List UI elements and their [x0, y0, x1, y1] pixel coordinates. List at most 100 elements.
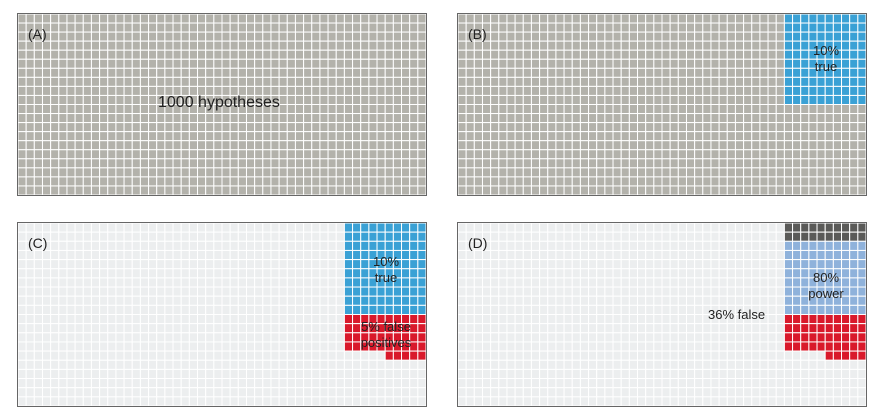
hypothesis-cell — [653, 378, 663, 389]
hypothesis-cell — [759, 259, 769, 270]
hypothesis-cell — [262, 67, 272, 78]
hypothesis-cell — [832, 359, 843, 370]
hypothesis-cell — [327, 22, 337, 33]
hypothesis-cell — [311, 378, 321, 389]
hypothesis-cell — [669, 378, 679, 389]
hypothesis-cell — [409, 22, 419, 33]
hypothesis-cell — [857, 240, 866, 251]
hypothesis-cell — [360, 387, 370, 398]
hypothesis-cell — [205, 277, 215, 288]
hypothesis-cell — [604, 378, 614, 389]
hypothesis-cell — [677, 76, 687, 87]
hypothesis-cell — [645, 131, 655, 142]
hypothesis-cell — [262, 295, 272, 306]
hypothesis-cell — [841, 22, 851, 33]
hypothesis-cell — [857, 104, 866, 115]
hypothesis-cell — [857, 341, 866, 352]
hypothesis-cell — [156, 158, 166, 169]
hypothesis-cell — [800, 332, 810, 343]
hypothesis-cell — [702, 22, 712, 33]
hypothesis-cell — [417, 104, 426, 115]
hypothesis-cell — [229, 249, 239, 261]
hypothesis-cell — [90, 176, 101, 187]
hypothesis-cell — [816, 94, 826, 105]
hypothesis-cell — [604, 231, 614, 242]
hypothesis-cell — [759, 31, 769, 42]
hypothesis-cell — [604, 323, 614, 334]
hypothesis-cell — [555, 67, 565, 78]
hypothesis-cell — [783, 104, 794, 115]
hypothesis-cell — [783, 314, 794, 325]
hypothesis-cell — [539, 76, 549, 87]
hypothesis-cell — [628, 149, 639, 160]
hypothesis-cell — [645, 359, 655, 370]
hypothesis-cell — [465, 350, 475, 361]
hypothesis-cell — [327, 149, 337, 160]
hypothesis-cell — [726, 323, 736, 334]
hypothesis-cell — [685, 76, 696, 87]
hypothesis-cell — [50, 158, 60, 169]
hypothesis-cell — [123, 113, 133, 124]
hypothesis-cell — [245, 277, 256, 288]
hypothesis-cell — [123, 40, 133, 51]
hypothesis-cell — [481, 94, 492, 105]
hypothesis-cell — [25, 350, 35, 361]
hypothesis-cell — [33, 58, 43, 69]
hypothesis-cell — [637, 140, 647, 151]
hypothesis-cell — [808, 104, 818, 115]
hypothesis-cell — [555, 387, 565, 398]
hypothesis-cell — [473, 40, 483, 51]
hypothesis-cell — [800, 323, 810, 334]
hypothesis-cell — [620, 286, 630, 297]
hypothesis-cell — [164, 314, 174, 325]
hypothesis-cell — [327, 304, 337, 315]
hypothesis-cell — [99, 378, 109, 389]
hypothesis-cell — [237, 158, 247, 169]
hypothesis-cell — [131, 185, 141, 195]
hypothesis-cell — [694, 323, 704, 334]
hypothesis-cell — [392, 94, 403, 105]
hypothesis-cell — [612, 231, 622, 242]
hypothesis-cell — [841, 332, 851, 343]
hypothesis-cell — [653, 350, 663, 361]
hypothesis-cell — [702, 231, 712, 242]
hypothesis-cell — [490, 94, 500, 105]
hypothesis-cell — [808, 14, 818, 24]
hypothesis-cell — [458, 122, 467, 133]
hypothesis-cell — [702, 122, 712, 133]
hypothesis-cell — [286, 67, 296, 78]
hypothesis-cell — [90, 286, 101, 297]
hypothesis-cell — [188, 223, 199, 233]
hypothesis-cell — [335, 277, 345, 288]
hypothesis-cell — [237, 359, 247, 370]
hypothesis-cell — [498, 314, 508, 325]
hypothesis-cell — [66, 304, 76, 315]
hypothesis-cell — [41, 76, 52, 87]
hypothesis-cell — [612, 286, 622, 297]
hypothesis-cell — [734, 85, 745, 96]
hypothesis-cell — [775, 185, 785, 195]
hypothesis-cell — [245, 286, 256, 297]
hypothesis-cell — [237, 223, 247, 233]
hypothesis-cell — [832, 14, 843, 24]
hypothesis-cell — [123, 341, 133, 352]
hypothesis-cell — [82, 350, 92, 361]
hypothesis-cell — [481, 104, 492, 115]
hypothesis-cell — [563, 249, 573, 261]
hypothesis-cell — [360, 368, 370, 380]
hypothesis-cell — [66, 22, 76, 33]
hypothesis-cell — [229, 314, 239, 325]
hypothesis-cell — [327, 341, 337, 352]
hypothesis-cell — [18, 314, 27, 325]
hypothesis-cell — [270, 113, 280, 124]
hypothesis-cell — [294, 378, 305, 389]
hypothesis-cell — [139, 323, 150, 334]
hypothesis-cell — [530, 314, 541, 325]
hypothesis-cell — [131, 176, 141, 187]
hypothesis-cell — [743, 368, 753, 380]
hypothesis-cell — [547, 396, 557, 406]
hypothesis-cell — [99, 387, 109, 398]
hypothesis-cell — [74, 122, 84, 133]
hypothesis-cell — [555, 122, 565, 133]
hypothesis-cell — [849, 359, 859, 370]
